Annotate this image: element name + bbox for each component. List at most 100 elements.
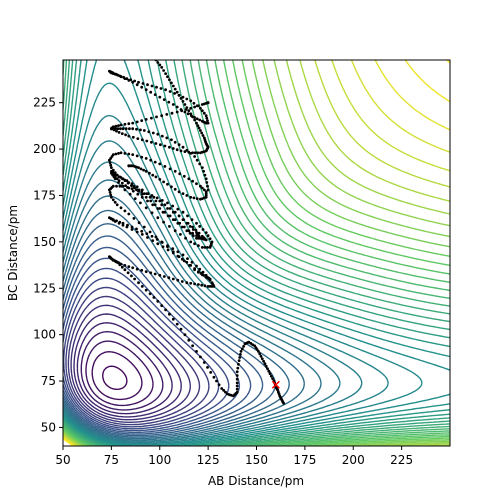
trajectory-point (147, 130, 151, 134)
trajectory-point (135, 120, 139, 124)
trajectory-point (168, 167, 172, 171)
trajectory-point (166, 182, 169, 186)
trajectory-point (199, 151, 202, 155)
trajectory-point (182, 174, 186, 178)
trajectory-point (163, 144, 167, 148)
trajectory-point (123, 264, 127, 267)
trajectory-point (188, 225, 192, 228)
trajectory-point (133, 197, 137, 201)
trajectory-point (177, 214, 181, 218)
trajectory-point (267, 369, 271, 373)
trajectory-point (217, 383, 221, 387)
trajectory-point (191, 344, 195, 348)
trajectory-point (189, 99, 193, 103)
trajectory-point (148, 195, 152, 199)
trajectory-point (139, 167, 143, 171)
contour-level (63, 60, 450, 446)
contour-level (63, 60, 450, 446)
trajectory-point (182, 225, 186, 229)
trajectory-point (202, 169, 206, 173)
trajectory-point (269, 374, 273, 378)
trajectory-point (133, 186, 137, 190)
trajectory-point (189, 195, 193, 199)
trajectory-point (115, 173, 119, 177)
trajectory-point (108, 216, 111, 220)
trajectory-point (181, 210, 185, 214)
trajectory-point (155, 115, 158, 119)
contour-level (63, 277, 220, 428)
x-tick-label: 175 (293, 453, 316, 467)
trajectory-point (108, 191, 112, 194)
trajectory-point (196, 124, 200, 127)
trajectory-point (175, 105, 179, 109)
trajectory-point (140, 119, 144, 122)
trajectory-point (215, 379, 218, 383)
trajectory-point (171, 247, 175, 251)
contour-level (85, 340, 154, 407)
trajectory-point (171, 317, 175, 321)
trajectory-point (120, 177, 124, 181)
trajectory-point (191, 234, 195, 238)
x-tick-label: 150 (245, 453, 268, 467)
trajectory-point (202, 188, 206, 192)
trajectory-point (140, 188, 144, 192)
trajectory-point (212, 375, 216, 379)
trajectory-point (176, 278, 180, 282)
trajectory-point (114, 152, 118, 156)
trajectory-point (185, 260, 189, 264)
trajectory-point (158, 199, 162, 203)
trajectory-point (168, 207, 172, 210)
trajectory-point (178, 221, 182, 225)
trajectory-point (126, 181, 130, 185)
trajectory-point (168, 78, 171, 82)
trajectory-point (154, 235, 158, 239)
trajectory-point (195, 197, 199, 201)
trajectory-point (166, 245, 169, 249)
trajectory-point (137, 221, 141, 225)
trajectory-point (130, 187, 134, 191)
trajectory-point (189, 106, 193, 110)
trajectory-point (158, 63, 162, 67)
contour-level (63, 179, 322, 441)
trajectory-point (208, 237, 212, 241)
trajectory-point (262, 359, 265, 363)
trajectory-point (119, 262, 123, 266)
trajectory-point (152, 195, 156, 199)
trajectory-point (181, 145, 185, 149)
trajectory-point (109, 163, 113, 167)
trajectory-point (203, 246, 207, 249)
trajectory-point (181, 192, 185, 196)
trajectory-point (237, 362, 240, 366)
trajectory-point (193, 151, 197, 155)
trajectory-point (204, 177, 208, 181)
trajectory-point (115, 177, 119, 181)
trajectory-point (173, 218, 177, 222)
trajectory-point (189, 240, 193, 244)
trajectory-point (140, 285, 144, 288)
trajectory-point (191, 151, 195, 155)
trajectory-point (146, 236, 149, 239)
trajectory-point (181, 253, 185, 257)
trajectory-point (126, 271, 130, 275)
trajectory-point (111, 198, 115, 202)
trajectory-point (127, 164, 131, 168)
trajectory-point (137, 189, 140, 193)
trajectory-point (115, 184, 118, 188)
trajectory-point (171, 210, 175, 214)
trajectory-point (141, 82, 145, 85)
trajectory-point (130, 228, 134, 231)
contour-level (70, 304, 191, 421)
trajectory-point (140, 155, 144, 159)
trajectory-point (117, 124, 120, 127)
trajectory-point (120, 132, 124, 136)
trajectory-point (108, 161, 112, 165)
trajectory-point (112, 128, 116, 132)
trajectory-point (110, 166, 113, 170)
contour-level (63, 60, 450, 446)
trajectory-point (185, 281, 189, 285)
trajectory-point (188, 231, 192, 235)
trajectory-point (153, 93, 157, 96)
contour-level (65, 286, 210, 426)
trajectory-point (140, 229, 144, 233)
contour-level (63, 60, 450, 446)
